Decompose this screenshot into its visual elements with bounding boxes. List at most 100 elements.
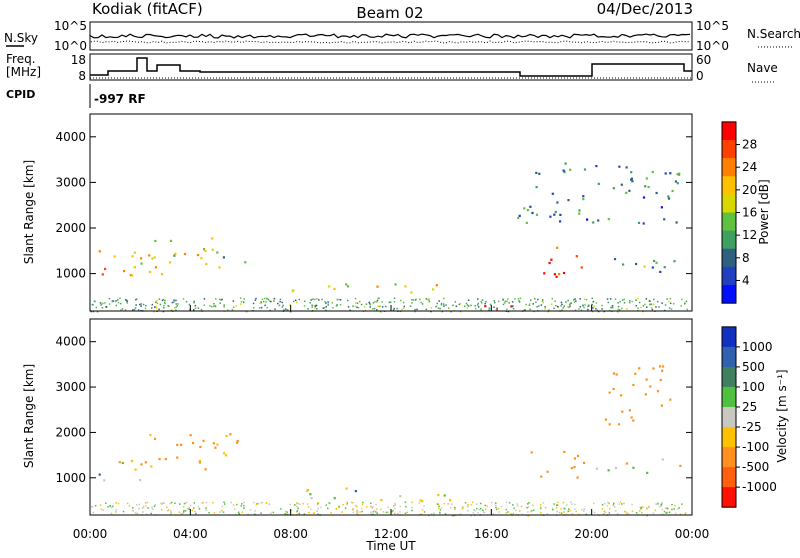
power-pixel: [597, 310, 600, 313]
velocity-pixel: [556, 504, 559, 506]
velocity-pixel: [632, 466, 635, 469]
velocity-pixel: [150, 512, 152, 515]
power-pixel: [173, 307, 176, 309]
power-pixel: [603, 310, 605, 313]
velocity-pixel: [661, 502, 663, 504]
power-pixel: [578, 209, 581, 212]
power-pixel: [493, 300, 495, 302]
power-pixel: [203, 248, 206, 251]
velocity-pixel: [482, 511, 485, 513]
power-pixel: [567, 299, 569, 302]
power-pixel: [283, 309, 285, 311]
y-tick-label: 4000: [55, 335, 86, 349]
power-pixel: [354, 297, 357, 300]
power-pixel: [430, 307, 433, 309]
power-pixel: [255, 297, 257, 300]
velocity-pixel: [585, 513, 587, 516]
power-pixel: [508, 302, 510, 304]
power-pixel: [396, 307, 398, 310]
power-pixel: [647, 186, 650, 189]
velocity-pixel: [563, 450, 566, 453]
velocity-pixel: [573, 465, 576, 469]
velocity-pixel: [194, 510, 196, 513]
power-pixel: [669, 297, 671, 300]
velocity-pixel: [671, 508, 673, 511]
power-pixel: [108, 303, 111, 305]
power-pixel: [100, 304, 102, 306]
velocity-pixel: [199, 445, 202, 448]
power-pixel: [609, 298, 612, 300]
velocity-pixel: [511, 514, 513, 517]
power-pixel: [630, 177, 633, 180]
velocity-pixel: [183, 502, 186, 505]
power-pixel: [464, 305, 466, 308]
power-pixel: [625, 191, 628, 194]
velocity-pixel: [411, 509, 413, 512]
velocity-pixel: [205, 501, 208, 504]
power-pixel: [219, 302, 221, 304]
power-pixel: [393, 297, 396, 299]
velocity-pixel: [317, 502, 319, 504]
velocity-pixel: [296, 505, 298, 508]
velocity-pixel: [202, 439, 205, 442]
power-pixel: [543, 272, 546, 275]
power-pixel: [314, 307, 316, 309]
power-pixel: [310, 299, 312, 301]
velocity-pixel: [620, 394, 623, 397]
velocity-pixel: [473, 509, 475, 511]
power-pixel: [314, 305, 316, 307]
power-pixel: [145, 304, 147, 307]
power-pixel: [529, 205, 532, 208]
power-pixel: [134, 307, 137, 309]
velocity-pixel: [644, 393, 647, 396]
power-pixel: [481, 299, 484, 301]
colorbar-segment: [722, 487, 736, 508]
power-pixel: [153, 256, 156, 259]
velocity-pixel: [183, 511, 185, 513]
power-pixel: [575, 300, 577, 302]
power-pixel: [260, 301, 262, 303]
power-pixel: [554, 210, 557, 214]
power-pixel: [535, 186, 538, 189]
velocity-pixel: [454, 506, 456, 509]
power-pixel: [393, 307, 395, 310]
colorbar-segment: [722, 230, 736, 250]
power-pixel: [163, 305, 165, 307]
velocity-pixel: [312, 512, 315, 514]
velocity-pixel: [249, 509, 252, 511]
velocity-pixel: [557, 501, 559, 504]
power-pixel: [167, 304, 169, 307]
velocity-pixel: [679, 513, 682, 515]
velocity-pixel: [436, 503, 439, 505]
velocity-pixel: [372, 513, 374, 516]
velocity-pixel: [110, 512, 113, 515]
velocity-pixel: [296, 502, 298, 504]
velocity-pixel: [567, 510, 569, 513]
power-pixel: [562, 307, 564, 309]
velocity-pixel: [555, 507, 558, 509]
power-pixel: [593, 305, 595, 307]
power-pixel: [564, 162, 567, 165]
velocity-pixel: [443, 494, 446, 497]
power-pixel: [680, 305, 682, 307]
power-pixel: [674, 180, 677, 183]
velocity-colorbar: 1000 500 100 25 -25 -100 -500 -1000: [721, 326, 777, 508]
power-pixel: [175, 306, 177, 308]
colorbar-segment: [722, 285, 736, 304]
power-pixel: [655, 191, 658, 195]
power-pixel: [664, 304, 667, 306]
power-pixel: [117, 301, 120, 304]
power-pixel: [425, 297, 428, 300]
power-pixel: [512, 307, 515, 310]
power-pixel: [168, 261, 172, 264]
velocity-pixel: [352, 502, 354, 504]
velocity-pixel: [392, 505, 395, 507]
power-pixel: [122, 270, 126, 273]
power-pixel: [162, 298, 165, 301]
velocity-pixel: [608, 391, 611, 394]
power-pixel: [368, 301, 370, 304]
freq-label: Freq.: [6, 52, 36, 66]
power-pixel: [477, 302, 479, 305]
power-pixel: [173, 299, 175, 301]
